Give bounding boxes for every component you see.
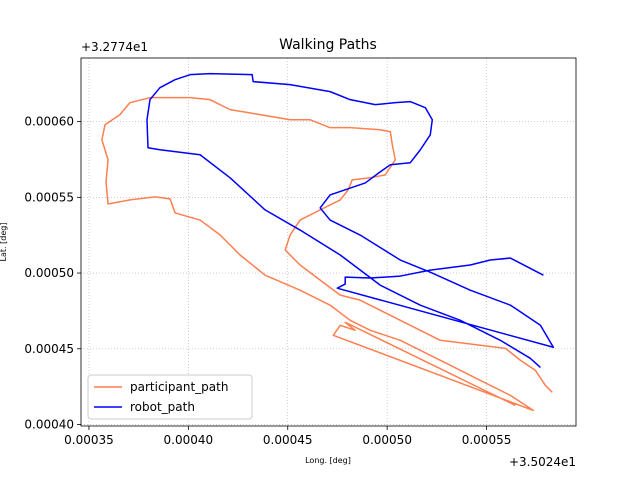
y-tick-label: 0.00050 bbox=[24, 266, 74, 280]
y-tick-label: 0.00040 bbox=[24, 417, 74, 431]
y-axis-label: Lat. [deg] bbox=[0, 223, 8, 262]
legend-label: robot_path bbox=[130, 400, 195, 414]
x-tick-label: 0.00055 bbox=[462, 433, 512, 447]
y-tick-label: 0.00045 bbox=[24, 342, 74, 356]
axes-frame bbox=[80, 57, 577, 427]
x-tick-label: 0.00040 bbox=[164, 433, 214, 447]
line-series bbox=[146, 72, 555, 368]
legend-label: participant_path bbox=[130, 380, 228, 394]
x-axis-label: Long. [deg] bbox=[305, 456, 351, 465]
x-tick-label: 0.00050 bbox=[362, 433, 412, 447]
x-tick-label: 0.00045 bbox=[263, 433, 313, 447]
chart-title: Walking Paths bbox=[279, 37, 377, 53]
x-offset: +3.5024e1 bbox=[509, 455, 576, 469]
y-offset: +3.2774e1 bbox=[81, 40, 148, 54]
x-tick-label: 0.00035 bbox=[64, 433, 114, 447]
legend-box bbox=[87, 374, 253, 420]
y-tick-label: 0.00055 bbox=[24, 190, 74, 204]
y-tick-label: 0.00060 bbox=[24, 115, 74, 129]
line-series bbox=[101, 96, 553, 412]
